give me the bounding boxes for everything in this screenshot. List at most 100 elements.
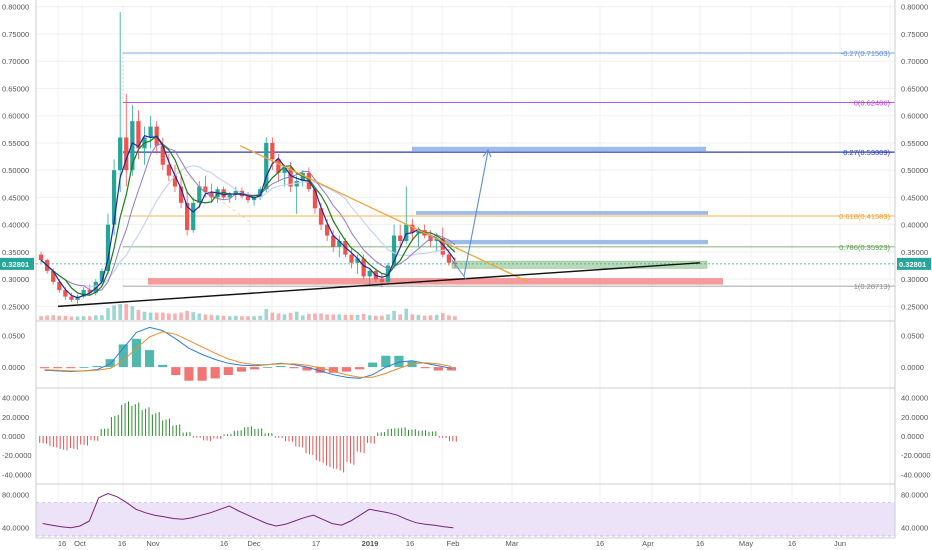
last-price-value-right: 0.32801 (899, 260, 926, 269)
candle-body (63, 290, 68, 297)
volume-bar (87, 316, 92, 320)
macd-histogram-bar (289, 367, 299, 369)
momentum-tick-label-right: -40.0000 (901, 470, 931, 479)
candle-body (434, 238, 439, 241)
price-tick-label-left: 0.45000 (2, 193, 29, 202)
rsi-line (42, 492, 454, 529)
candle-body (185, 202, 190, 231)
time-tick-label: Oct (74, 539, 87, 548)
descending-trendline (239, 145, 529, 283)
fib-level-label: 0(0.62406) (854, 99, 891, 108)
candle-body (361, 258, 366, 277)
candle-body (51, 270, 56, 282)
candle-body (245, 196, 251, 201)
volume-bar (215, 315, 220, 320)
candle-body (251, 197, 257, 201)
volume-bar (282, 314, 287, 320)
candle-body (391, 235, 397, 266)
volume-bar (392, 310, 396, 320)
rsi-tick-label-left: 80.0000 (2, 490, 29, 499)
macd-tick-label-right: 0.0000 (901, 363, 924, 372)
fib-level-label: -0.27(0.71503) (841, 49, 891, 58)
price-tick-label-right: 0.75000 (901, 30, 928, 39)
momentum-tick-label-right: 40.0000 (901, 394, 928, 403)
macd-histogram-bar (184, 367, 194, 381)
price-tick-label-right: 0.35000 (901, 248, 928, 257)
candle-body (312, 189, 318, 209)
momentum-tick-label-left: 20.0000 (2, 413, 29, 422)
volume-bar (136, 309, 141, 320)
fib-level-label: 0.27(0.53309) (843, 148, 890, 157)
macd-histogram-bar (315, 367, 325, 373)
candle-body (355, 258, 360, 263)
volume-bar (57, 315, 62, 320)
volume-bar (112, 305, 116, 320)
macd-histogram-bar (158, 364, 168, 368)
volume-bar (39, 316, 43, 320)
volume-bar (234, 315, 238, 320)
trend-drawings (57, 145, 701, 308)
volume-bar (221, 315, 226, 320)
macd-histogram-bar (341, 367, 352, 372)
price-tick-label-left: 0.40000 (2, 221, 29, 230)
time-tick-label: 16 (58, 539, 66, 548)
macd-tick-label-left: 0.0500 (2, 332, 25, 341)
candle-body (270, 142, 275, 160)
macd-histogram-bar (381, 355, 391, 368)
momentum-tick-label-left: -20.0000 (2, 451, 32, 460)
target-arrow-line (463, 150, 489, 277)
volume-bar (154, 312, 159, 320)
volume-bar (337, 314, 342, 320)
volume-bar (203, 314, 208, 320)
volume-bar (63, 315, 68, 320)
rsi-tick-label-left: 40.0000 (2, 524, 29, 533)
candle-body (160, 145, 165, 165)
fib-level-label: 0.618(0.41583) (839, 212, 890, 221)
macd-histogram-bar (53, 367, 63, 369)
price-tick-label-left: 0.75000 (2, 30, 29, 39)
price-tick-label-left: 0.70000 (2, 57, 29, 66)
price-tick-label-right: 0.55000 (901, 139, 928, 148)
macd-histogram-bar (144, 350, 155, 368)
volume-bar (69, 316, 74, 320)
macd-histogram-bar (92, 365, 102, 368)
macd-histogram-bar (249, 367, 260, 370)
macd-tick-label-right: 0.0500 (901, 332, 924, 341)
target-arrow-head (482, 148, 492, 158)
candle-body (105, 224, 111, 271)
dashed-projection (159, 156, 251, 223)
volume-bar (106, 308, 110, 320)
candle-body (191, 202, 196, 231)
price-tick-label-left: 0.80000 (2, 3, 29, 12)
candle-body (264, 142, 269, 190)
volume-bar (288, 313, 293, 320)
volume-bar (294, 311, 299, 320)
macd-histogram-bar (263, 367, 273, 368)
candle-body (178, 186, 184, 203)
time-tick-label: May (739, 539, 753, 548)
momentum-tick-label-right: 0.0000 (901, 432, 924, 441)
macd-histogram-bar (223, 367, 233, 376)
momentum-tick-label-left: 0.0000 (2, 432, 25, 441)
volume-bar (367, 315, 372, 320)
price-tick-label-left: 0.55000 (2, 139, 29, 148)
volume-bar (51, 315, 56, 320)
macd-histogram-bar (131, 338, 142, 368)
candle-body (367, 270, 372, 277)
momentum-panel (39, 401, 457, 473)
macd-panel (39, 326, 457, 381)
down-arrow-line (451, 259, 467, 280)
volume-bar (325, 314, 329, 320)
macd-histogram-bar (236, 367, 247, 372)
volume-bar (300, 315, 305, 320)
volume-bar (209, 314, 214, 320)
volume-bar (227, 316, 232, 320)
fibonacci-levels: -0.27(0.71503) 0(0.62406) 0.27(0.53309) 0.6… (36, 49, 895, 291)
volume-bar (118, 304, 122, 320)
candle-body (69, 296, 74, 300)
rsi-band (36, 502, 895, 536)
time-tick-label: Mar (506, 539, 519, 548)
volume-bar (276, 313, 281, 320)
volume-bar (349, 314, 354, 320)
